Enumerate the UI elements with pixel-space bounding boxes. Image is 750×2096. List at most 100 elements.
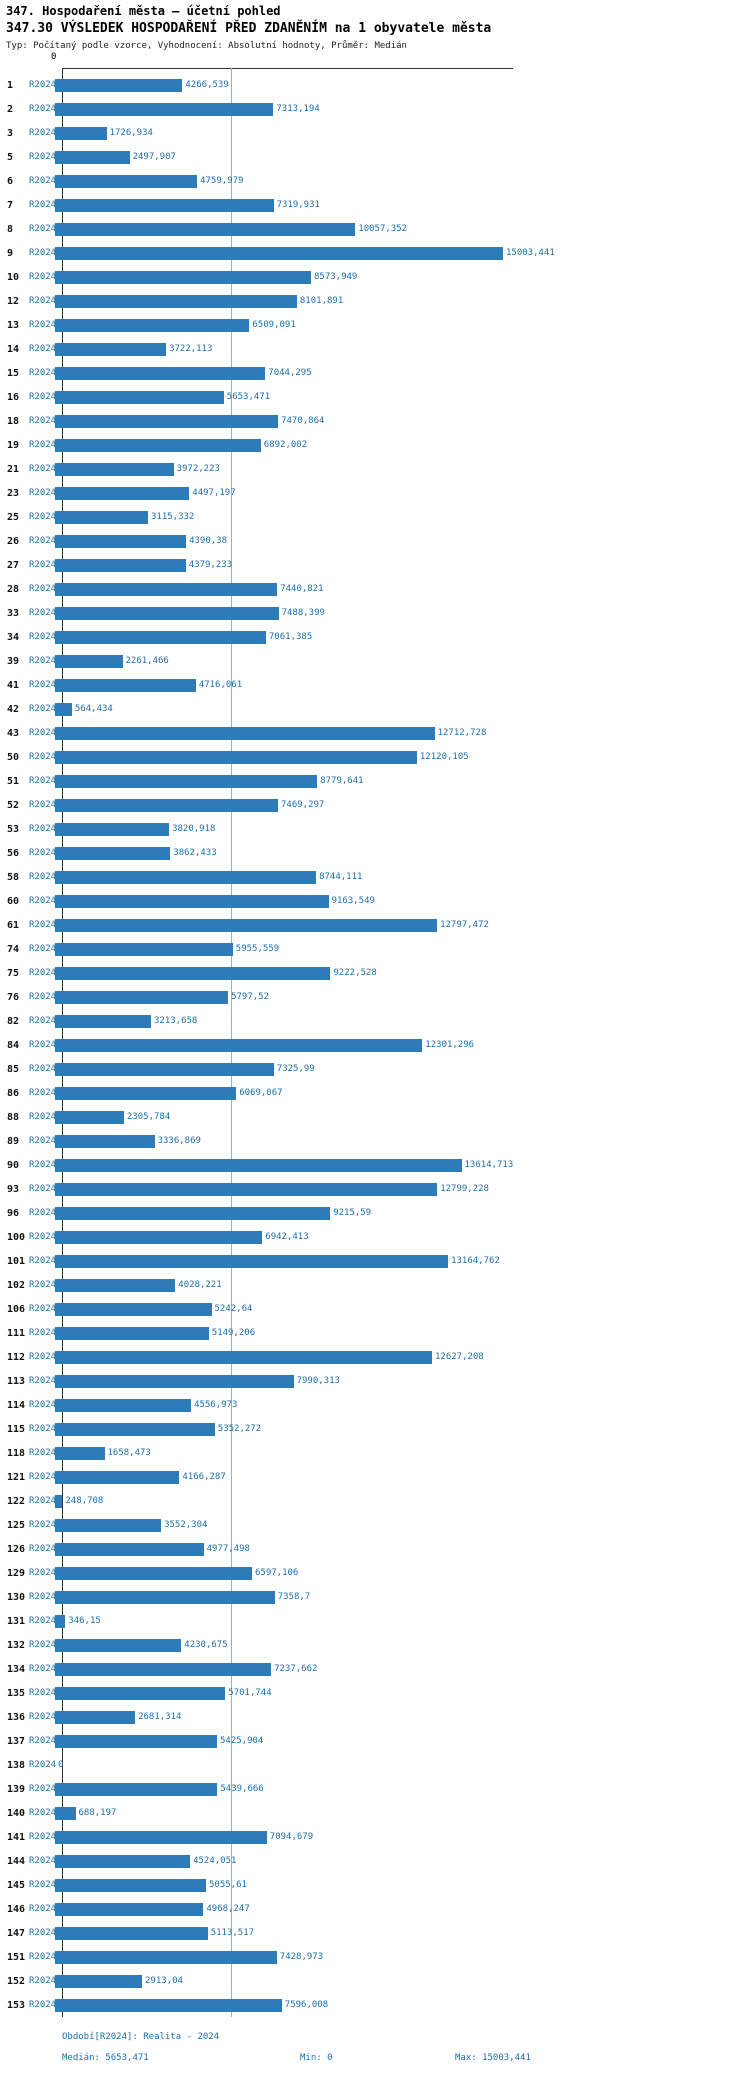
- bar: [55, 1230, 263, 1244]
- bar-value-label: 8744,111: [319, 872, 363, 882]
- chart-row: 13 R2024 6509,091: [0, 313, 750, 337]
- bar: [55, 630, 266, 644]
- row-period-label: R2024: [29, 920, 57, 930]
- bar-value-label: 2305,784: [126, 1112, 171, 1122]
- row-number: 132: [7, 1639, 26, 1651]
- row-number: 153: [7, 1999, 26, 2011]
- chart-row: 139 R2024 5439,666: [0, 1777, 750, 1801]
- bar-value-label: 2913,04: [145, 1976, 183, 1986]
- chart-row: 7 R2024 7319,931: [0, 193, 750, 217]
- chart-row: 19 R2024 6892,002: [0, 433, 750, 457]
- row-number: 33: [7, 607, 20, 619]
- bar: [55, 1062, 274, 1076]
- bar: [55, 1254, 449, 1268]
- row-number: 16: [7, 391, 20, 403]
- bar: [55, 798, 278, 812]
- row-period-label: R2024: [29, 968, 57, 978]
- bar-value-label: 4716,061: [198, 680, 243, 690]
- chart-subtitle: 347.30 VÝSLEDEK HOSPODAŘENÍ PŘED ZDANĚNÍ…: [6, 21, 492, 36]
- row-number: 26: [7, 535, 20, 547]
- row-period-label: R2024: [29, 272, 57, 282]
- bar-value-label: 2497,907: [132, 152, 176, 162]
- bar: [55, 774, 318, 788]
- row-period-label: R2024: [29, 1928, 57, 1938]
- bar: [55, 126, 107, 140]
- bar: [55, 102, 274, 116]
- footer-max: Max: 15003,441: [455, 2053, 531, 2063]
- bar: [55, 486, 190, 500]
- row-number: 14: [7, 343, 20, 355]
- chart-row: 3 R2024 1726,934: [0, 121, 750, 145]
- row-number: 125: [7, 1519, 26, 1531]
- chart-row: 42 R2024 564,434: [0, 697, 750, 721]
- row-number: 112: [7, 1351, 26, 1363]
- bar: [55, 1782, 218, 1796]
- bar: [55, 894, 329, 908]
- row-number: 56: [7, 847, 20, 859]
- bar-value-label: 7044,295: [268, 368, 312, 378]
- bar: [55, 1950, 277, 1964]
- bar: [55, 438, 261, 452]
- row-period-label: R2024: [29, 632, 57, 642]
- bar: [55, 222, 356, 236]
- row-number: 85: [7, 1063, 20, 1075]
- chart-row: 84 R2024 12301,296: [0, 1033, 750, 1057]
- bar-value-label: 4028,221: [178, 1280, 222, 1290]
- row-number: 3: [7, 127, 14, 139]
- row-number: 82: [7, 1015, 20, 1027]
- bar: [55, 510, 148, 524]
- row-period-label: R2024: [29, 1808, 57, 1818]
- bar-value-label: 3820,918: [172, 824, 216, 834]
- chart-row: 26 R2024 4390,38: [0, 529, 750, 553]
- bar: [55, 1806, 76, 1820]
- chart-row: 18 R2024 7470,864: [0, 409, 750, 433]
- bar-value-label: 4968,247: [206, 1904, 250, 1914]
- row-number: 115: [7, 1423, 26, 1435]
- bar: [55, 1278, 176, 1292]
- bar: [55, 270, 311, 284]
- bar-value-label: 7094,679: [269, 1832, 314, 1842]
- row-period-label: R2024: [29, 992, 57, 1002]
- chart-row: 106 R2024 5242,64: [0, 1297, 750, 1321]
- bar-value-label: 3862,433: [173, 848, 217, 858]
- chart-row: 113 R2024 7990,313: [0, 1369, 750, 1393]
- bar-value-label: 3115,332: [151, 512, 195, 522]
- row-period-label: R2024: [29, 488, 57, 498]
- bar-value-label: 7319,931: [276, 200, 320, 210]
- chart-row: 5 R2024 2497,907: [0, 145, 750, 169]
- row-period-label: R2024: [29, 1784, 57, 1794]
- chart-row: 131 R2024 346,15: [0, 1609, 750, 1633]
- chart-row: 33 R2024 7488,399: [0, 601, 750, 625]
- bar-value-label: 7061,385: [268, 632, 313, 642]
- row-period-label: R2024: [29, 1472, 57, 1482]
- row-period-label: R2024: [29, 80, 57, 90]
- bar-value-label: 12120,105: [419, 752, 469, 762]
- bar: [55, 990, 229, 1004]
- row-period-label: R2024: [29, 656, 57, 666]
- row-period-label: R2024: [29, 176, 57, 186]
- chart-row: 89 R2024 3336,869: [0, 1129, 750, 1153]
- chart-row: 130 R2024 7358,7: [0, 1585, 750, 1609]
- bar: [55, 294, 297, 308]
- bar: [55, 582, 278, 596]
- row-period-label: R2024: [29, 752, 57, 762]
- row-period-label: R2024: [29, 344, 57, 354]
- row-period-label: R2024: [29, 440, 57, 450]
- row-period-label: R2024: [29, 1880, 57, 1890]
- bar: [55, 462, 174, 476]
- bar-value-label: 7313,194: [276, 104, 320, 114]
- chart-row: 43 R2024 12712,728: [0, 721, 750, 745]
- row-number: 42: [7, 703, 20, 715]
- row-period-label: R2024: [29, 1736, 57, 1746]
- chart-row: 152 R2024 2913,04: [0, 1969, 750, 1993]
- row-number: 61: [7, 919, 20, 931]
- chart-row: 28 R2024 7440,821: [0, 577, 750, 601]
- row-period-label: R2024: [29, 1112, 57, 1122]
- bar-value-label: 2261,466: [125, 656, 169, 666]
- row-period-label: R2024: [29, 224, 57, 234]
- row-number: 90: [7, 1159, 20, 1171]
- row-number: 5: [7, 151, 14, 163]
- bar: [55, 1038, 423, 1052]
- bar-value-label: 4266,539: [185, 80, 229, 90]
- bar-value-label: 3336,869: [157, 1136, 201, 1146]
